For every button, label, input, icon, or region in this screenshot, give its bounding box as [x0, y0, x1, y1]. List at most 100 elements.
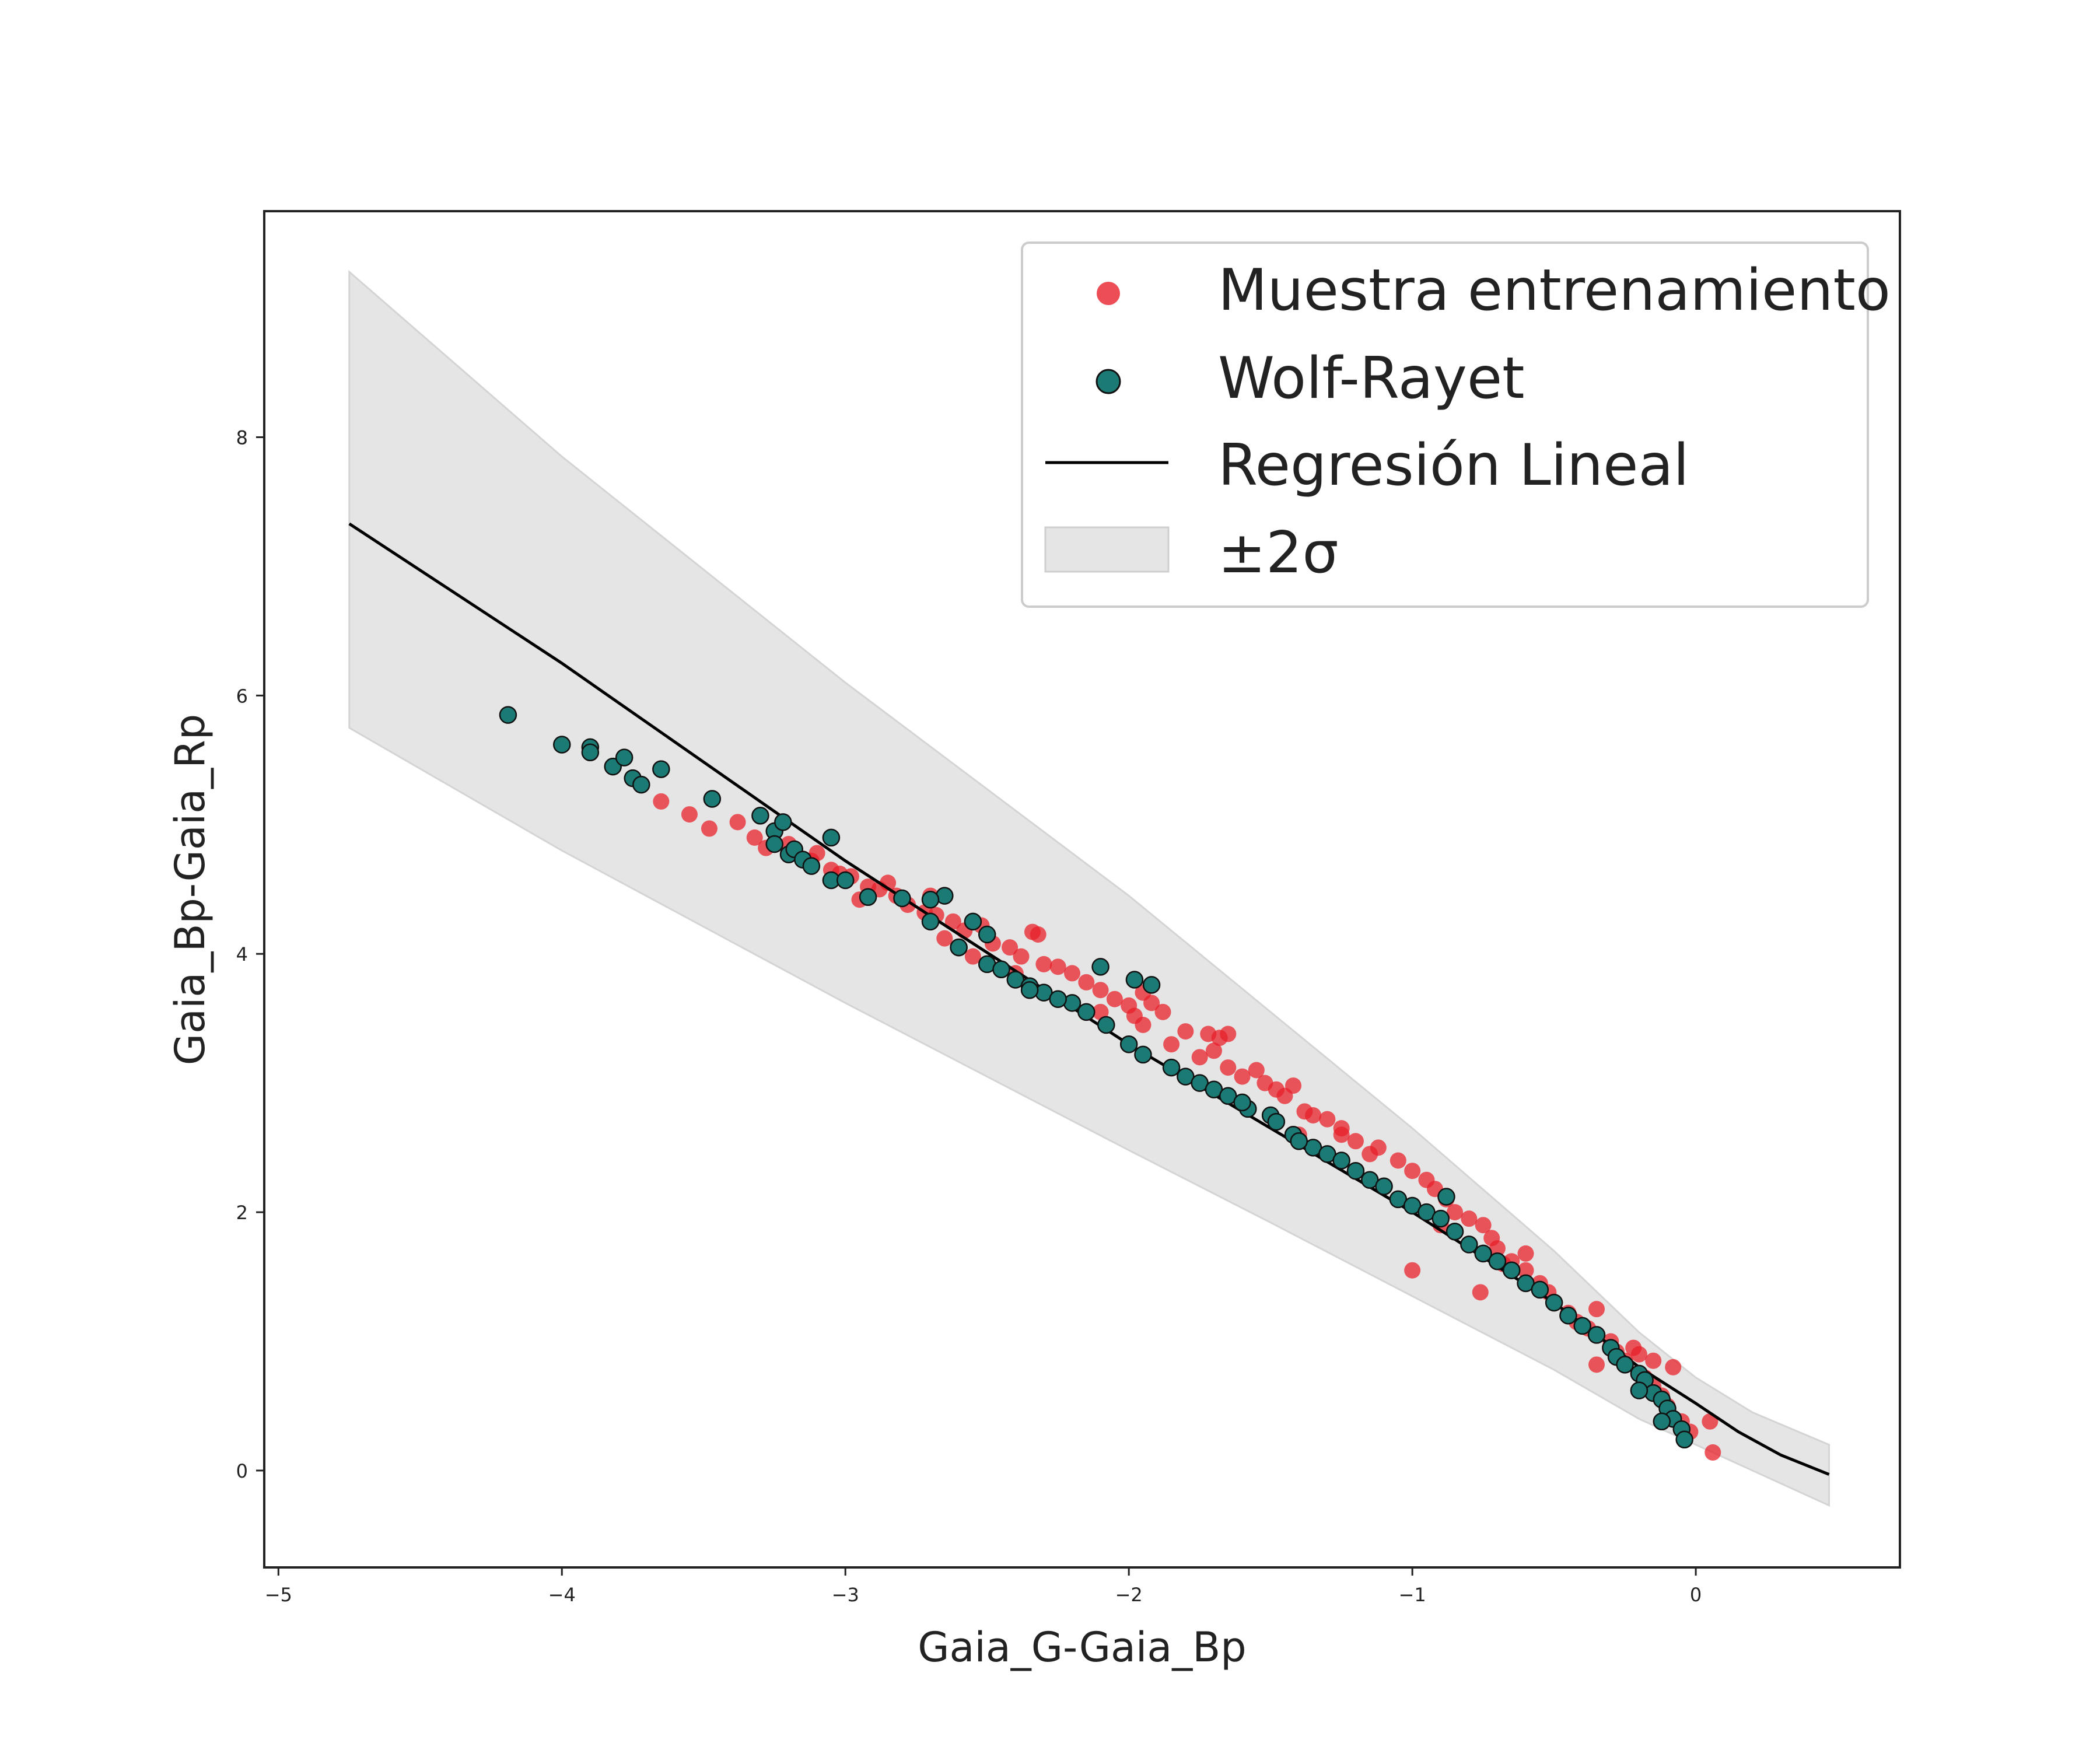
- training-point: [1191, 1049, 1208, 1066]
- x-axis-label: Gaia_G-Gaia_Bp: [918, 1623, 1247, 1671]
- x-tick-label: −2: [1115, 1584, 1143, 1606]
- y-tick-label: 6: [236, 685, 248, 707]
- training-point: [1333, 1120, 1350, 1137]
- wolf-rayet-point: [652, 760, 670, 778]
- wolf-rayet-point: [1653, 1412, 1671, 1431]
- wolf-rayet-point: [802, 857, 821, 875]
- training-point: [701, 820, 718, 837]
- training-point: [936, 930, 953, 947]
- wolf-rayet-point: [765, 835, 783, 853]
- training-point: [1220, 1059, 1237, 1076]
- wolf-rayet-point: [1077, 1003, 1096, 1021]
- wolf-rayet-point: [836, 871, 855, 890]
- legend-marker-band: [1044, 526, 1170, 573]
- training-point: [1092, 1003, 1109, 1020]
- training-point: [1135, 1017, 1152, 1033]
- wolf-rayet-point: [1474, 1244, 1492, 1263]
- wolf-rayet-point: [1432, 1209, 1450, 1228]
- training-point: [1063, 965, 1080, 982]
- training-point: [1517, 1262, 1534, 1279]
- legend-marker-training: [1097, 282, 1120, 305]
- y-tick-label: 2: [236, 1202, 248, 1224]
- wolf-rayet-point: [1375, 1177, 1393, 1196]
- wolf-rayet-point: [1675, 1430, 1693, 1449]
- training-point: [1347, 1133, 1364, 1150]
- legend-label-band: ±2σ: [1218, 520, 1339, 586]
- wolf-rayet-point: [1502, 1261, 1521, 1279]
- wolf-rayet-point: [859, 888, 877, 907]
- legend-label-training: Muestra entrenamiento: [1218, 257, 1891, 324]
- wolf-rayet-point: [1460, 1236, 1478, 1254]
- training-point: [1665, 1359, 1682, 1376]
- wolf-rayet-point: [1616, 1356, 1634, 1374]
- wolf-rayet-point: [1091, 958, 1110, 976]
- wolf-rayet-point: [703, 790, 722, 808]
- wolf-rayet-point: [1573, 1317, 1591, 1335]
- training-point: [1205, 1042, 1222, 1059]
- sigma-band: [348, 270, 1831, 1507]
- training-point: [1588, 1301, 1605, 1318]
- training-point: [1248, 1062, 1265, 1079]
- training-point: [1645, 1352, 1662, 1369]
- wolf-rayet-point: [1587, 1326, 1606, 1344]
- training-point: [1305, 1107, 1322, 1124]
- x-tick-label: −5: [265, 1584, 292, 1606]
- training-point: [1177, 1023, 1194, 1040]
- x-tick-label: 0: [1690, 1584, 1702, 1606]
- wolf-rayet-point: [1134, 1045, 1152, 1064]
- wolf-rayet-point: [615, 748, 634, 766]
- legend-label-regression: Regresión Lineal: [1218, 432, 1689, 499]
- wolf-rayet-point: [1437, 1188, 1455, 1206]
- plot-frame: [263, 210, 1901, 1569]
- training-point: [1013, 948, 1030, 965]
- wolf-rayet-point: [774, 813, 792, 831]
- legend-box: [1021, 242, 1869, 608]
- wolf-rayet-point: [992, 960, 1010, 979]
- training-point: [1461, 1210, 1478, 1227]
- training-point: [653, 793, 670, 810]
- wolf-rayet-point: [1162, 1058, 1181, 1077]
- wolf-rayet-point: [1020, 981, 1039, 999]
- training-point: [1092, 982, 1109, 999]
- training-point: [1234, 1068, 1251, 1085]
- training-point: [1163, 1036, 1180, 1053]
- wolf-rayet-point: [1119, 1035, 1138, 1054]
- wolf-rayet-point: [921, 912, 940, 931]
- training-point: [1285, 1077, 1302, 1094]
- training-point: [1475, 1217, 1492, 1234]
- y-tick-label: 8: [236, 427, 248, 449]
- legend-marker-wolf-rayet: [1096, 369, 1121, 394]
- training-point: [1704, 1444, 1721, 1461]
- training-point: [1702, 1413, 1718, 1430]
- training-point: [729, 814, 746, 831]
- wolf-rayet-point: [581, 743, 600, 762]
- wolf-rayet-point: [1446, 1223, 1464, 1241]
- training-point: [944, 913, 961, 930]
- wolf-rayet-point: [978, 925, 996, 944]
- training-point: [964, 948, 981, 965]
- wolf-rayet-point: [1630, 1381, 1648, 1399]
- wolf-rayet-point: [1233, 1093, 1251, 1112]
- training-point: [1489, 1240, 1506, 1257]
- training-point: [1035, 956, 1052, 972]
- wolf-rayet-point: [553, 736, 571, 754]
- wolf-rayet-point: [822, 828, 841, 847]
- training-point: [1154, 1003, 1171, 1020]
- sigma-band-layer: [348, 270, 1831, 1507]
- wolf-rayet-point: [632, 775, 650, 794]
- wolf-rayet-point: [1049, 990, 1067, 1008]
- y-tick-label: 0: [236, 1460, 248, 1482]
- training-point: [1106, 991, 1123, 1007]
- wolf-rayet-points-layer: [499, 706, 1693, 1449]
- training-point: [1517, 1245, 1534, 1262]
- wolf-rayet-point: [1125, 971, 1144, 989]
- wolf-rayet-point: [1488, 1252, 1507, 1270]
- wolf-rayet-point: [1559, 1306, 1577, 1325]
- wolf-rayet-point: [499, 706, 517, 724]
- wolf-rayet-point: [921, 890, 940, 909]
- x-tick-label: −1: [1399, 1584, 1426, 1606]
- x-tick-label: −3: [832, 1584, 859, 1606]
- y-axis-ticks: 0 2 4 6 8: [236, 427, 264, 1482]
- training-point: [746, 829, 763, 846]
